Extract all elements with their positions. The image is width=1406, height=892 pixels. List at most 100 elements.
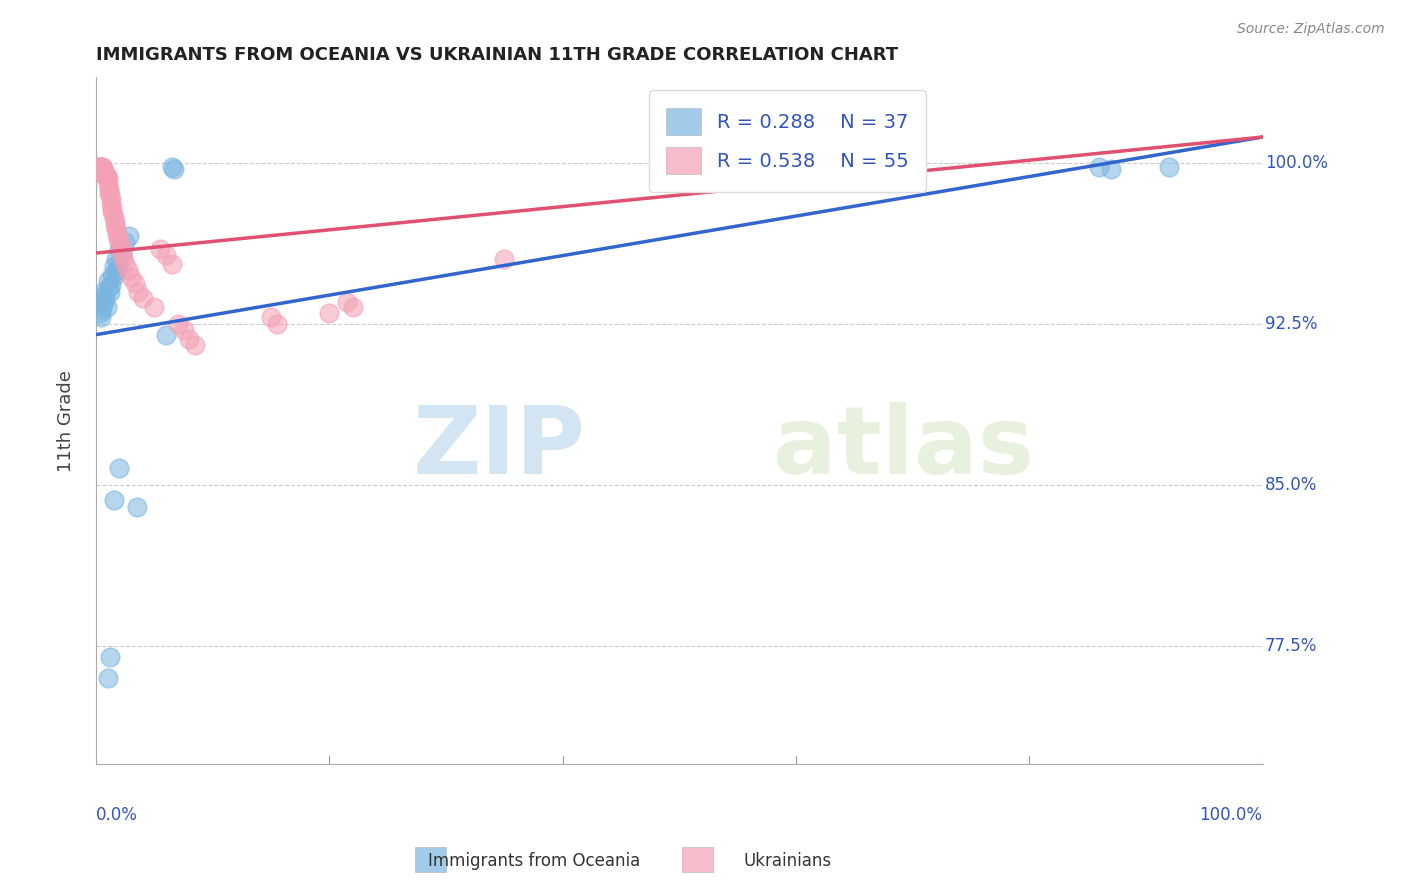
Point	[111, 246, 134, 260]
Point	[101, 201, 124, 215]
Point	[124, 276, 146, 290]
Point	[98, 285, 121, 299]
Point	[96, 169, 118, 183]
Point	[91, 285, 114, 299]
Point	[93, 167, 115, 181]
Point	[94, 169, 117, 183]
Point	[96, 170, 118, 185]
Point	[163, 162, 186, 177]
Text: 92.5%: 92.5%	[1265, 315, 1317, 333]
Point	[101, 205, 124, 219]
Point	[100, 192, 122, 206]
Point	[91, 160, 114, 174]
Point	[1159, 160, 1181, 174]
Point	[107, 257, 129, 271]
Point	[91, 162, 114, 177]
Point	[97, 671, 120, 685]
Point	[266, 317, 288, 331]
Bar	[682, 847, 713, 872]
Point	[179, 332, 201, 346]
Point	[149, 242, 172, 256]
Point	[87, 295, 110, 310]
Point	[87, 160, 110, 174]
Point	[97, 178, 120, 192]
Text: Source: ZipAtlas.com: Source: ZipAtlas.com	[1237, 22, 1385, 37]
Point	[103, 210, 125, 224]
Point	[89, 160, 111, 174]
Point	[494, 252, 516, 267]
Point	[110, 239, 132, 253]
Point	[100, 196, 122, 211]
Point	[342, 300, 364, 314]
Point	[97, 186, 120, 200]
Point	[260, 310, 283, 325]
Point	[97, 274, 120, 288]
Point	[97, 181, 120, 195]
Point	[89, 306, 111, 320]
Y-axis label: 11th Grade: 11th Grade	[58, 369, 75, 472]
Point	[98, 649, 121, 664]
Point	[143, 300, 166, 314]
Point	[155, 327, 177, 342]
Point	[101, 268, 124, 282]
Point	[184, 338, 207, 352]
Point	[93, 295, 115, 310]
Text: 100.0%: 100.0%	[1199, 805, 1263, 823]
Point	[97, 170, 120, 185]
Point	[114, 235, 136, 250]
Text: ZIP: ZIP	[413, 402, 586, 494]
Point	[160, 160, 183, 174]
Text: 100.0%: 100.0%	[1265, 153, 1327, 172]
Point	[90, 164, 112, 178]
Text: IMMIGRANTS FROM OCEANIA VS UKRAINIAN 11TH GRADE CORRELATION CHART: IMMIGRANTS FROM OCEANIA VS UKRAINIAN 11T…	[96, 46, 898, 64]
Point	[90, 162, 112, 177]
Text: 85.0%: 85.0%	[1265, 476, 1317, 494]
Point	[97, 280, 120, 294]
Point	[89, 160, 111, 174]
Point	[90, 160, 112, 174]
Text: Ukrainians: Ukrainians	[744, 852, 831, 870]
Point	[107, 231, 129, 245]
Bar	[415, 847, 446, 872]
Point	[104, 268, 127, 282]
Text: 77.5%: 77.5%	[1265, 637, 1317, 655]
Point	[118, 228, 141, 243]
Point	[125, 500, 148, 514]
Point	[104, 252, 127, 267]
Point	[108, 460, 131, 475]
Point	[318, 306, 340, 320]
Point	[336, 295, 359, 310]
Point	[1088, 160, 1111, 174]
Point	[90, 289, 112, 303]
Legend: R = 0.288    N = 37, R = 0.538    N = 55: R = 0.288 N = 37, R = 0.538 N = 55	[650, 90, 927, 192]
Point	[111, 246, 134, 260]
Point	[104, 218, 127, 232]
Point	[90, 301, 112, 316]
Point	[166, 317, 188, 331]
Text: Immigrants from Oceania: Immigrants from Oceania	[429, 852, 640, 870]
Text: 0.0%: 0.0%	[96, 805, 138, 823]
Point	[94, 291, 117, 305]
Point	[90, 160, 112, 174]
Point	[108, 235, 131, 250]
Point	[96, 300, 118, 314]
Point	[114, 257, 136, 271]
Point	[104, 222, 127, 236]
Point	[94, 167, 117, 181]
Point	[103, 493, 125, 508]
Point	[127, 285, 149, 299]
Point	[108, 242, 131, 256]
Point	[155, 248, 177, 262]
Point	[173, 323, 195, 337]
Point	[120, 269, 142, 284]
Point	[105, 263, 128, 277]
Point	[160, 257, 183, 271]
Point	[105, 227, 128, 241]
Point	[103, 259, 125, 273]
Point	[90, 310, 112, 325]
Point	[90, 162, 112, 177]
Point	[111, 250, 134, 264]
Point	[104, 214, 127, 228]
Point	[131, 291, 153, 305]
Point	[98, 188, 121, 202]
